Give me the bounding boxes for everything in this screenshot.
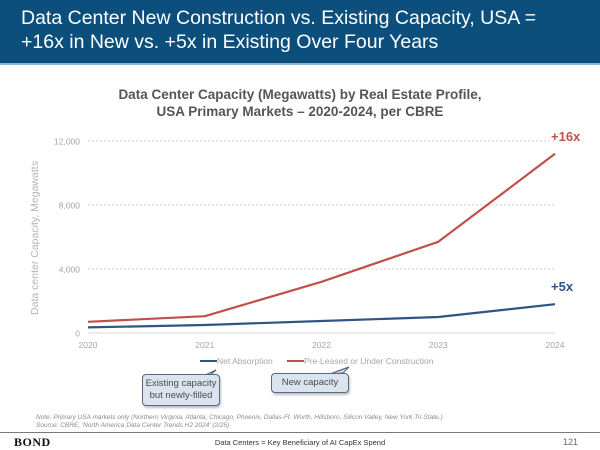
- bond-logo: BOND: [14, 435, 51, 449]
- y-tick-label: 8,000: [59, 201, 81, 211]
- x-tick-label: 2023: [429, 340, 448, 350]
- x-tick-label: 2024: [546, 340, 565, 350]
- x-tick-label: 2022: [312, 340, 331, 350]
- series-line-pre-leased: [87, 152, 556, 323]
- series-lines: [87, 152, 556, 329]
- growth-annotation: +5x: [551, 279, 574, 294]
- y-tick-label: 0: [75, 329, 80, 339]
- chart-title-line-1: Data Center Capacity (Megawatts) by Real…: [118, 87, 482, 102]
- page-number: 121: [562, 437, 578, 447]
- y-tick-label: 12,000: [54, 137, 80, 147]
- x-tick-label: 2021: [195, 340, 214, 350]
- growth-annotation: +16x: [551, 129, 581, 144]
- x-axis-ticks: 2020 2021 2022 2023 2024: [79, 340, 565, 350]
- note-text: Note: Primary USA markets only (Northern…: [36, 414, 443, 421]
- x-tick-label: 2020: [79, 340, 98, 350]
- footer-divider: [0, 432, 600, 433]
- chart-title-line-2: USA Primary Markets – 2020-2024, per CBR…: [156, 104, 444, 119]
- legend-label: Pre-Leased or Under Construction: [304, 356, 434, 366]
- y-axis-ticks: 0 4,000 8,000 12,000: [54, 137, 80, 339]
- callout-existing-capacity: Existing capacity but newly-filled: [142, 374, 220, 406]
- slide-title-line-1: Data Center New Construction vs. Existin…: [21, 7, 536, 29]
- series-annotations: +5x +16x: [551, 129, 581, 294]
- callout-new-capacity: New capacity: [271, 373, 349, 393]
- legend: Net Absorption Pre-Leased or Under Constr…: [200, 356, 434, 366]
- footer-section-title: Data Centers = Key Beneficiary of AI Cap…: [214, 438, 386, 447]
- slide-header: Data Center New Construction vs. Existin…: [0, 0, 600, 65]
- legend-label: Net Absorption: [217, 356, 273, 366]
- source-note: Note: Primary USA markets only (Northern…: [36, 414, 443, 430]
- chart-title: Data Center Capacity (Megawatts) by Real…: [0, 86, 600, 120]
- y-axis-label: Data center Capacity, Megawatts: [29, 161, 41, 315]
- y-tick-label: 4,000: [59, 265, 81, 275]
- callout-existing-line-1: Existing capacity: [145, 378, 217, 389]
- series-line-net-absorption: [87, 303, 556, 329]
- gridlines: [88, 140, 555, 334]
- slide-title-line-2: +16x in New vs. +5x in Existing Over Fou…: [21, 31, 439, 53]
- callout-existing-line-2: but newly-filled: [149, 390, 213, 401]
- source-text: Source: CBRE, 'North America Data Center…: [36, 422, 230, 429]
- slide-title: Data Center New Construction vs. Existin…: [21, 6, 581, 54]
